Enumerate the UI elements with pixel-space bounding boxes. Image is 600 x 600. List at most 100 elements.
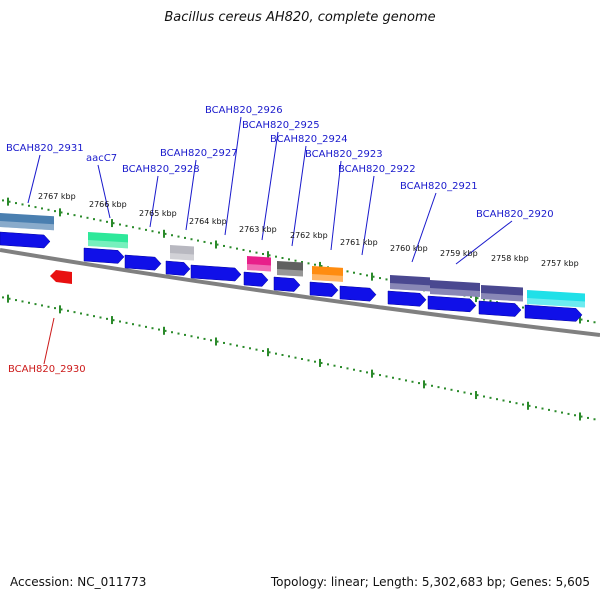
upper-tick-dot bbox=[41, 207, 43, 210]
lower-tick-dot bbox=[561, 411, 563, 414]
lower-tick-dot bbox=[99, 316, 102, 319]
feature-shade bbox=[312, 274, 343, 282]
upper-tick-dot bbox=[255, 251, 258, 254]
lower-tick-dot bbox=[444, 387, 446, 390]
lower-tick-dot bbox=[242, 345, 245, 348]
tick-label: 2765 kbp bbox=[139, 209, 177, 218]
lower-tick-dot bbox=[457, 390, 459, 393]
upper-tick-dot bbox=[229, 246, 232, 249]
lower-tick-dot bbox=[164, 329, 167, 332]
feature-fill bbox=[527, 290, 585, 308]
lower-tick-dot bbox=[138, 324, 141, 327]
upper-tick-dot bbox=[190, 238, 193, 241]
upper-tick-dot bbox=[476, 297, 479, 300]
upper-tick-dot bbox=[223, 244, 225, 247]
lower-tick-dot bbox=[541, 407, 544, 410]
feature-block bbox=[390, 275, 430, 292]
cds-arrow bbox=[190, 264, 242, 282]
lower-tick-dot bbox=[223, 341, 225, 344]
upper-tick-dot bbox=[177, 235, 180, 238]
upper-tick-dot bbox=[8, 200, 11, 203]
lower-tick-dot bbox=[119, 320, 121, 323]
lower-tick-dot bbox=[216, 340, 219, 343]
upper-tick-dot bbox=[54, 210, 56, 213]
upper-tick-dot bbox=[301, 261, 303, 264]
feature-shade bbox=[527, 298, 585, 308]
upper-tick-dot bbox=[314, 263, 316, 266]
upper-tick-dot bbox=[346, 270, 349, 273]
upper-tick-dot bbox=[242, 248, 245, 251]
upper-tick-dot bbox=[106, 220, 108, 223]
label-leader-line bbox=[291, 145, 307, 247]
feature-fill bbox=[390, 275, 430, 292]
upper-tick-dot bbox=[60, 211, 63, 214]
lower-tick-dot bbox=[437, 386, 440, 389]
gene-label: aacC7 bbox=[86, 153, 117, 164]
lower-tick-dot bbox=[567, 412, 570, 415]
upper-tick-dot bbox=[184, 236, 186, 239]
label-leaders bbox=[27, 116, 513, 365]
tick-label: 2766 kbp bbox=[89, 200, 127, 209]
upper-tick-dot bbox=[99, 219, 102, 222]
cds-arrow bbox=[427, 295, 477, 313]
lower-tick-dot bbox=[294, 356, 297, 359]
lower-tick-dot bbox=[489, 396, 492, 399]
upper-tick-dot bbox=[372, 275, 375, 278]
cds-arrow bbox=[165, 260, 191, 276]
lower-tick-dot bbox=[203, 337, 206, 340]
tick-label: 2759 kbp bbox=[440, 249, 478, 258]
lower-tick-dot bbox=[496, 398, 498, 401]
lower-tick-dot bbox=[73, 311, 76, 314]
upper-tick-dot bbox=[210, 242, 212, 245]
lower-tick-dot bbox=[528, 404, 531, 407]
feature-block bbox=[247, 256, 271, 272]
feature-block bbox=[430, 280, 480, 297]
upper-tick-dot bbox=[359, 273, 362, 276]
upper-tick-dot bbox=[28, 204, 30, 207]
feature-fill bbox=[0, 213, 54, 231]
upper-tick-dot bbox=[268, 254, 271, 257]
upper-tick-dot bbox=[34, 206, 37, 209]
upper-tick-dot bbox=[158, 231, 160, 234]
upper-tick-dot bbox=[216, 243, 219, 246]
upper-tick-dot bbox=[119, 223, 121, 226]
feature-shade bbox=[247, 264, 271, 272]
lower-tick-dot bbox=[372, 372, 375, 375]
upper-tick-dot bbox=[47, 208, 50, 211]
feature-fill bbox=[88, 232, 128, 249]
upper-tick-dot bbox=[236, 247, 238, 250]
upper-tick-dot bbox=[125, 224, 128, 227]
gene-label: BCAH820_2923 bbox=[305, 149, 383, 160]
tick-label: 2762 kbp bbox=[290, 231, 328, 240]
upper-tick-dot bbox=[151, 230, 154, 233]
label-leader-line bbox=[185, 159, 197, 231]
gene-label: BCAH820_2921 bbox=[400, 181, 478, 192]
lower-tick-dot bbox=[86, 313, 89, 316]
upper-tick-dot bbox=[288, 258, 290, 261]
lower-tick-dot bbox=[54, 307, 56, 310]
lower-tick-dot bbox=[463, 391, 466, 394]
genome-summary-text: Topology: linear; Length: 5,302,683 bp; … bbox=[270, 575, 590, 589]
upper-tick-dot bbox=[262, 252, 264, 255]
tick-label: 2764 kbp bbox=[189, 217, 227, 226]
feature-block bbox=[481, 285, 523, 302]
lower-tick-dot bbox=[262, 349, 264, 352]
gene-label: BCAH820_2928 bbox=[122, 164, 200, 175]
gene-label: BCAH820_2931 bbox=[6, 143, 84, 154]
lower-tick-dot bbox=[431, 384, 433, 387]
feature-fill bbox=[312, 266, 343, 282]
feature-fill bbox=[247, 256, 271, 272]
lower-tick-dot bbox=[424, 383, 427, 386]
lower-tick-dot bbox=[21, 300, 24, 303]
feature-fill bbox=[430, 280, 480, 297]
feature-shade bbox=[430, 288, 480, 297]
accession-text: Accession: NC_011773 bbox=[10, 575, 147, 589]
upper-tick-dot bbox=[294, 259, 297, 262]
feature-shade bbox=[0, 221, 54, 231]
lower-tick-dot bbox=[379, 374, 381, 377]
lower-tick-dot bbox=[509, 400, 511, 403]
upper-tick-dot bbox=[21, 203, 24, 206]
lower-tick-dot bbox=[502, 399, 505, 402]
lower-tick-dot bbox=[106, 317, 108, 320]
